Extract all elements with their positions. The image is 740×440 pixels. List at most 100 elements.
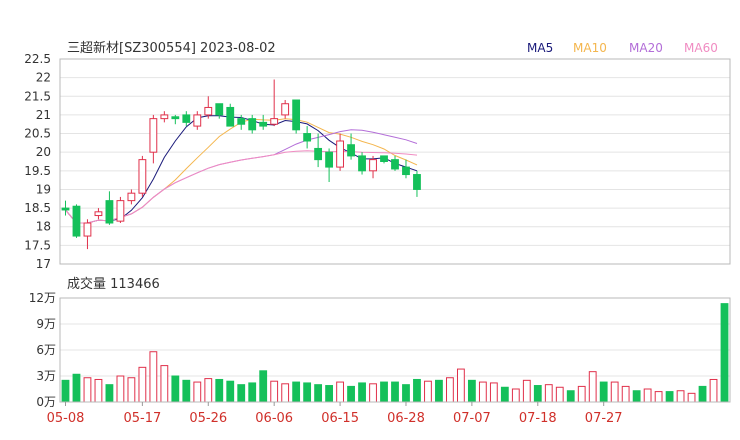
volume-bar	[259, 370, 268, 403]
volume-bar	[94, 378, 103, 403]
volume-bar	[489, 382, 498, 403]
candle-body	[105, 200, 114, 224]
chart-title: 三超新材[SZ300554] 2023-08-02	[67, 40, 276, 56]
candle-body	[160, 114, 169, 120]
volume-bar	[105, 384, 114, 403]
price-plot-frame	[59, 58, 731, 265]
volume-bar	[533, 385, 542, 403]
volume-bar	[215, 378, 224, 403]
price-tick-label: 20	[36, 145, 51, 159]
candle-body	[193, 114, 202, 127]
candle-body	[182, 114, 191, 123]
volume-bar	[665, 391, 674, 403]
legend-ma5: MA5	[527, 41, 553, 55]
volume-bar	[413, 378, 421, 403]
volume-bar	[314, 384, 323, 403]
candle-body	[402, 166, 410, 176]
volume-tick-label: 9万	[36, 317, 56, 331]
candle-body	[336, 140, 344, 168]
volume-bar	[588, 371, 597, 403]
date-tick-label: 07-18	[519, 411, 557, 426]
volume-bar	[127, 377, 136, 403]
volume-bar	[325, 385, 334, 403]
volume-bar	[193, 381, 202, 403]
candle-body	[204, 106, 213, 116]
date-tick-label: 07-27	[585, 411, 623, 426]
candle-body	[369, 159, 377, 172]
volume-bar	[226, 380, 235, 403]
candle-body	[61, 207, 70, 211]
volume-bar	[380, 381, 388, 403]
volume-axis: 12万 9万 6万 3万 0万	[29, 291, 56, 409]
date-tick-label: 06-06	[255, 411, 293, 426]
candle-body	[83, 222, 92, 237]
volume-bar	[544, 384, 553, 403]
candle-body	[292, 99, 301, 131]
legend-ma20: MA20	[629, 41, 663, 55]
candle-body	[347, 144, 355, 157]
volume-bar	[467, 379, 476, 403]
volume-tick-label: 6万	[36, 343, 56, 357]
volume-bar	[72, 373, 81, 403]
candle-body	[226, 106, 235, 127]
candle-body	[259, 121, 268, 127]
volume-bar	[369, 383, 377, 403]
volume-bar	[248, 382, 257, 403]
price-tick-label: 19	[36, 182, 51, 196]
candle-body	[358, 155, 366, 172]
volume-bar	[160, 365, 169, 403]
volume-bar	[709, 378, 718, 403]
price-tick-label: 19.5	[24, 164, 51, 178]
volume-bar	[478, 381, 487, 403]
volume-bar	[456, 368, 465, 403]
volume-label: 成交量 113466	[67, 276, 160, 292]
volume-bar	[566, 390, 575, 403]
price-tick-label: 17.5	[24, 238, 51, 252]
volume-bar	[336, 381, 344, 403]
volume-bar	[577, 385, 586, 403]
volume-bar	[83, 377, 92, 403]
legend-ma60: MA60	[684, 41, 718, 55]
volume-plot-frame	[59, 297, 731, 403]
volume-bar	[138, 366, 147, 403]
volume-bar	[347, 385, 355, 403]
candle-body	[270, 118, 279, 125]
volume-bar	[116, 375, 125, 403]
price-tick-label: 21	[36, 108, 51, 122]
price-tick-label: 18	[36, 220, 51, 234]
candle-body	[325, 151, 334, 168]
candle-body	[281, 103, 290, 116]
volume-bar	[643, 388, 652, 403]
volume-bar	[149, 351, 158, 403]
candle-body	[116, 200, 125, 222]
volume-tick-label: 3万	[36, 369, 56, 383]
price-tick-label: 20.5	[24, 127, 51, 141]
volume-bar	[621, 385, 630, 403]
volume-bar	[555, 386, 564, 403]
candle-body	[72, 205, 81, 237]
volume-bar	[237, 384, 246, 403]
legend-ma10: MA10	[573, 41, 607, 55]
volume-bars	[61, 303, 729, 403]
volume-tick-label: 12万	[29, 291, 56, 305]
candle-body	[149, 118, 158, 153]
price-axis: 22.5 22 21.5 21 20.5 20 19.5 19 18.5 18 17.5 17	[24, 52, 51, 271]
date-tick-label: 05-17	[123, 411, 161, 426]
price-tick-label: 22.5	[24, 52, 51, 66]
volume-bar	[632, 390, 641, 403]
volume-bar	[687, 392, 696, 403]
date-tick-label: 05-08	[47, 411, 85, 426]
volume-bar	[610, 381, 619, 403]
volume-bar	[391, 381, 399, 403]
volume-bar	[171, 375, 180, 403]
candle-body	[94, 211, 103, 217]
volume-bar	[182, 379, 191, 403]
volume-bar	[500, 386, 509, 403]
date-tick-label: 06-15	[321, 411, 359, 426]
date-tick-label: 06-28	[387, 411, 425, 426]
candle-body	[171, 116, 180, 120]
price-tick-label: 18.5	[24, 201, 51, 215]
volume-bar	[720, 303, 729, 403]
volume-bar	[303, 382, 312, 403]
